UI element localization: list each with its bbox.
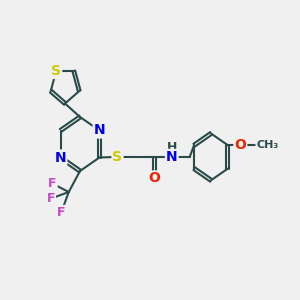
Text: S: S [51,64,61,78]
Text: F: F [57,206,65,219]
Text: O: O [148,172,160,185]
Text: F: F [48,177,57,190]
Text: H: H [167,141,177,154]
Text: S: S [112,150,122,164]
Text: F: F [46,192,55,205]
Text: N: N [55,151,66,164]
Text: N: N [166,150,178,164]
Text: CH₃: CH₃ [256,140,278,150]
Text: O: O [234,138,246,152]
Text: N: N [94,124,105,137]
